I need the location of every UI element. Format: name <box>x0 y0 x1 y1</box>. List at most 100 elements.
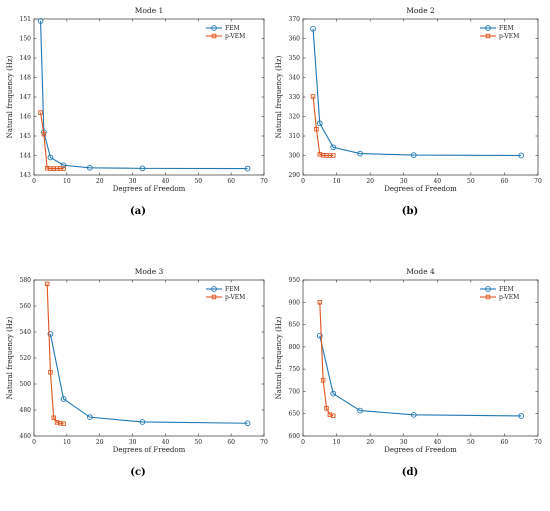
x-tick-label: 50 <box>467 178 475 185</box>
data-point-fem <box>518 413 525 419</box>
legend-marker-fem <box>485 25 491 31</box>
chart-panel-1: 0 10 20 30 40 50 60 70 143 144 145 146 147 148 149 150 1… <box>6 6 268 217</box>
y-tick-label: 520 <box>20 355 32 362</box>
plot-area <box>33 279 265 437</box>
y-tick-label: 460 <box>20 433 32 440</box>
y-tick-label: 146 <box>20 114 32 121</box>
y-tick-label: 340 <box>289 75 301 82</box>
y-tick-label: 145 <box>20 133 32 140</box>
y-tick-label: 310 <box>289 133 301 140</box>
x-tick-label: 70 <box>534 439 542 446</box>
data-point-pvem <box>51 415 56 421</box>
legend-label: FEM <box>499 286 514 293</box>
panel-caption: (a) <box>130 206 146 217</box>
series-line-fem <box>312 28 522 157</box>
data-point-pvem <box>324 406 329 411</box>
series-line-fem <box>49 333 248 424</box>
chart-title: Mode 2 <box>406 6 435 15</box>
x-tick-label: 30 <box>129 439 137 446</box>
y-tick-label: 147 <box>20 94 32 101</box>
x-tick-label: 20 <box>366 178 374 185</box>
panel-caption: (b) <box>402 206 418 217</box>
y-tick-label: 650 <box>289 411 301 418</box>
x-tick-label: 40 <box>162 439 170 446</box>
y-tick-label: 800 <box>289 344 301 351</box>
x-tick-label: 30 <box>129 178 137 185</box>
y-tick-label: 560 <box>20 303 32 310</box>
x-tick-label: 70 <box>260 439 268 446</box>
x-axis-label: Degrees of Freedom <box>384 446 457 454</box>
legend-marker-fem <box>485 286 491 292</box>
y-tick-label: 540 <box>20 329 32 336</box>
x-tick-label: 20 <box>366 439 374 446</box>
data-point-fem <box>60 162 67 169</box>
panel-caption: (d) <box>402 467 418 478</box>
x-tick-label: 10 <box>63 178 71 185</box>
x-tick-label: 60 <box>501 439 509 446</box>
plot-area <box>302 279 539 437</box>
data-point-fem <box>316 120 323 127</box>
x-tick-label: 60 <box>227 178 235 185</box>
data-point-fem <box>47 331 54 337</box>
legend-label: p-VEM <box>225 294 245 301</box>
plot-area <box>33 18 265 176</box>
x-tick-label: 0 <box>301 439 305 446</box>
data-point-fem <box>330 144 337 151</box>
x-tick-label: 20 <box>96 439 104 446</box>
plot-area <box>302 18 539 176</box>
y-tick-label: 150 <box>20 36 32 43</box>
chart-panel-4: 0 10 20 30 40 50 60 70 600 650 700 750 800 850 900 950 M… <box>275 267 542 478</box>
data-point-pvem <box>314 126 319 132</box>
chart-panel-2: 0 10 20 30 40 50 60 70 290 300 310 320 330 340 350 360 3… <box>275 6 542 217</box>
legend-marker-fem <box>211 25 217 31</box>
y-tick-label: 950 <box>289 277 301 284</box>
legend-marker-pvem <box>211 294 217 300</box>
chart-title: Mode 1 <box>135 6 164 15</box>
data-point-fem <box>330 390 337 397</box>
series-line-pvem <box>312 96 334 157</box>
y-tick-label: 850 <box>289 322 301 329</box>
series-line-pvem <box>319 302 334 417</box>
data-point-pvem <box>61 166 66 171</box>
y-tick-label: 480 <box>20 407 32 414</box>
data-point-pvem <box>317 300 323 305</box>
legend-marker-pvem <box>485 33 491 39</box>
x-tick-label: 60 <box>501 178 509 185</box>
y-tick-label: 148 <box>20 75 32 82</box>
x-tick-label: 70 <box>534 178 542 185</box>
legend-marker-fem <box>211 286 217 292</box>
x-tick-label: 0 <box>32 439 36 446</box>
legend-label: FEM <box>225 25 240 32</box>
data-point-fem <box>357 150 363 157</box>
data-point-fem <box>139 165 146 172</box>
x-tick-label: 50 <box>467 439 475 446</box>
data-point-pvem <box>330 413 336 418</box>
data-point-pvem <box>320 378 326 383</box>
data-point-fem <box>139 419 146 425</box>
data-point-pvem <box>330 153 336 158</box>
data-point-pvem <box>44 281 50 287</box>
chart-title: Mode 3 <box>135 267 164 276</box>
data-point-fem <box>316 332 323 339</box>
data-point-fem <box>87 414 93 421</box>
y-axis-label: Natural frequency (Hz) <box>275 316 283 399</box>
x-axis-label: Degrees of Freedom <box>384 185 457 193</box>
y-tick-label: 900 <box>289 299 301 306</box>
y-tick-label: 360 <box>289 36 301 43</box>
x-tick-label: 50 <box>194 178 202 185</box>
x-tick-label: 20 <box>96 178 104 185</box>
legend-label: p-VEM <box>499 294 519 301</box>
x-tick-label: 50 <box>194 439 202 446</box>
y-tick-label: 750 <box>289 366 301 373</box>
data-point-pvem <box>38 110 43 115</box>
data-point-pvem <box>41 131 47 137</box>
legend-marker-pvem <box>485 294 491 300</box>
y-tick-label: 149 <box>20 55 32 62</box>
data-point-fem <box>310 25 316 32</box>
legend-marker-pvem <box>211 33 217 39</box>
x-tick-label: 10 <box>333 178 341 185</box>
y-tick-label: 500 <box>20 381 32 388</box>
data-point-fem <box>244 165 251 172</box>
data-point-fem <box>37 18 44 24</box>
